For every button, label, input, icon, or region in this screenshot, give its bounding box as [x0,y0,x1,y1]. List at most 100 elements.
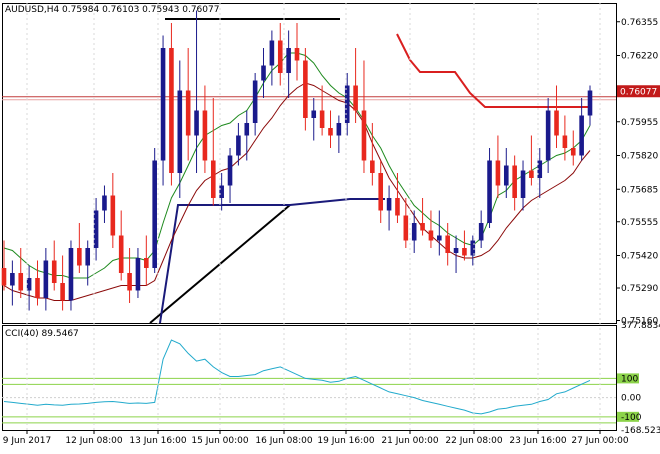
x-tick-label: 9 Jun 2017 [3,436,51,446]
main-frame [2,3,617,324]
candle [587,85,593,126]
x-tick-label: 27 Jun 00:00 [571,436,628,446]
y-tick-label: 0.76355 [621,18,658,28]
candle-body [194,110,199,136]
candle [370,123,375,186]
candle [437,210,442,256]
x-tick-label: 12 Jun 08:00 [65,436,122,446]
candle-body [185,90,191,136]
candle-body [60,283,65,301]
candle-body [395,198,400,216]
candle [537,148,543,198]
x-tick-label: 19 Jun 16:00 [317,436,374,446]
candle-body [227,155,233,186]
candle [85,240,91,286]
candle [520,160,526,211]
candle [462,230,467,261]
candle [77,223,82,273]
candle-body [487,160,492,223]
y-tick-label: 0.76220 [621,52,658,62]
candle [118,210,124,281]
candle [570,130,576,166]
candle [512,155,517,211]
candle-body [478,223,484,241]
candle-body [286,48,291,73]
candle-body [353,85,358,111]
candle-body [93,210,99,248]
candle [177,60,183,198]
candle [68,240,74,311]
candle [445,223,450,266]
symbol-label: AUDUSD,H4 [5,5,60,15]
candle [503,148,509,198]
candle-body [219,185,224,198]
candle [135,248,141,298]
candle-body [370,160,375,173]
candle [60,255,65,311]
candle [487,148,492,228]
candle-body [118,235,124,273]
candle-body [294,48,300,61]
candle [236,123,241,166]
candle [311,98,317,141]
price-label-bg [617,85,660,98]
candle [18,248,24,298]
candle-body [210,160,216,198]
cci-label: CCI(40) 89.5467 [5,329,79,339]
candle-body [537,160,543,178]
candle-body [554,110,559,136]
cci-line [3,339,591,415]
y-tick-label: 0.75820 [621,152,658,162]
candle-body [403,215,409,241]
candle [244,110,250,161]
candle [277,23,283,86]
candle-body [127,273,132,291]
candle-body [437,235,442,241]
candle [554,85,559,148]
candle-body [579,115,584,156]
candle [286,30,291,98]
slow-ma-line [3,82,591,301]
sar-step-line [396,33,590,108]
candle-body [311,110,317,118]
x-tick-label: 13 Jun 16:00 [129,436,186,446]
candle-body [453,248,459,253]
candle [93,198,99,261]
candle-body [587,90,593,116]
candle [43,248,49,311]
candle-body [10,273,15,286]
fast-ma-line [3,52,591,279]
candle-body [503,165,509,186]
y-tick-label: 0.75555 [621,218,658,228]
candle [453,235,459,273]
candle-body [160,48,166,161]
candle [344,73,350,136]
main-pane: 0.76355 0.76220 0.76077 0.75955 0.75820 0.756… [1,3,660,327]
candle [10,260,15,306]
candle-body [378,173,384,211]
candle [26,265,32,311]
candle [160,35,166,186]
candle [420,198,425,236]
candle-body [135,258,141,291]
x-tick-label: 21 Jun 00:00 [381,436,438,446]
candle [579,98,584,161]
candle [495,135,501,198]
candle [185,48,191,161]
y-tick-label: 0.75685 [621,185,658,195]
candle [102,185,107,223]
candle-body [420,223,425,231]
support-step-line [159,198,385,324]
candle-body [77,248,82,266]
candle [529,135,534,186]
x-tick-label: 15 Jun 00:00 [191,436,248,446]
candle [395,173,400,223]
candle [1,240,7,291]
candle-body [269,40,275,66]
x-axis: 9 Jun 2017 12 Jun 08:00 13 Jun 16:00 15 Jun… [3,3,629,446]
candle-body [386,198,392,211]
candle-body [144,258,149,268]
candle-body [570,148,576,156]
candle [470,235,476,266]
